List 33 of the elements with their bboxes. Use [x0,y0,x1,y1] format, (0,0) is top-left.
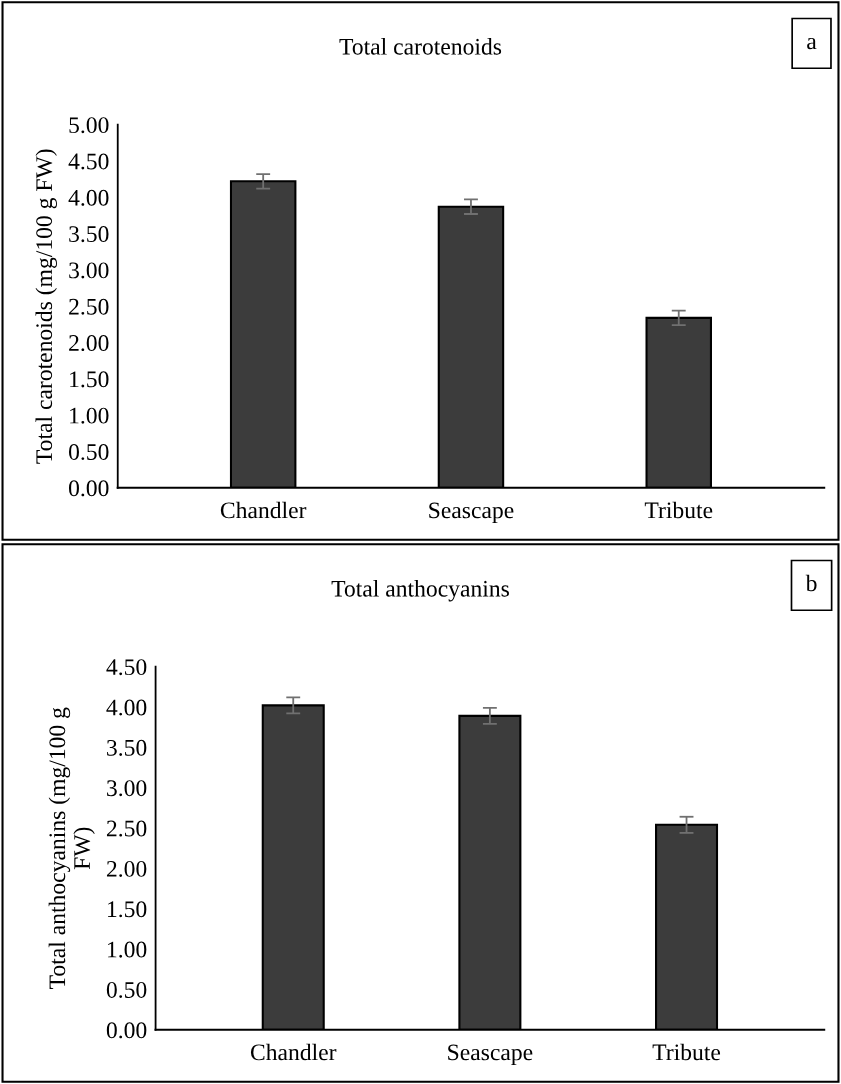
y-tick-label: 0.00 [106,1022,147,1039]
x-tick-label: Chandler [220,501,307,519]
y-tick-label: 3.50 [107,739,147,756]
y-tick-label: 3.00 [69,262,109,279]
y-tick-label: 4.50 [68,153,109,170]
y-tick-label: 1.00 [70,407,109,424]
chart-title: Total carotenoids [339,38,502,55]
y-axis-title: Total carotenoids (mg/100 g FW) [35,149,57,464]
y-tick-label: 4.00 [106,699,147,716]
y-tick-label: 3.50 [69,226,109,243]
chart-title: Total anthocyanins [331,580,509,602]
y-tick-label: 4.00 [68,189,109,206]
x-tick-label: Seascape [429,502,514,524]
y-tick-label: 2.00 [106,860,147,877]
y-tick-label: 2.50 [106,820,147,837]
x-tick-label: Tribute [652,1043,721,1061]
y-tick-label: 3.00 [107,780,147,797]
y-tick-label: 1.50 [108,901,147,918]
y-tick-label: 2.00 [69,335,109,352]
y-tick-label: 0.50 [106,981,147,998]
y-tick-label: 1.50 [70,371,109,388]
y-tick-label: 2.50 [69,298,109,315]
y-axis-title: Total anthocyanins (mg/100 g FW) [48,707,95,989]
x-tick-label: Tribute [644,501,713,519]
y-tick-label: 1.00 [108,941,147,958]
y-tick-label: 4.50 [106,659,147,676]
y-tick-label: 0.00 [68,480,109,497]
x-tick-label: Chandler [250,1043,337,1061]
y-tick-label: 5.00 [69,117,109,134]
text: a [807,37,817,50]
text: b [805,574,817,592]
x-tick-label: Seascape [448,1044,533,1066]
y-tick-label: 0.50 [68,443,109,461]
